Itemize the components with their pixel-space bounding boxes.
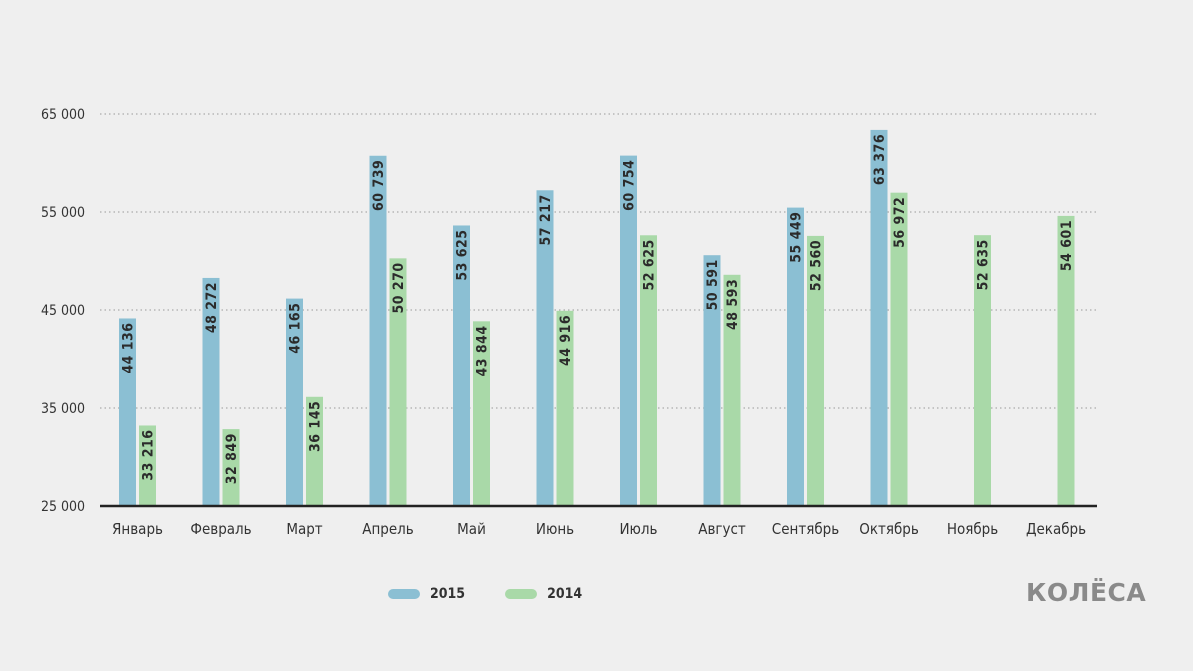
bar-2015 (870, 129, 888, 506)
y-tick-label: 55 000 (41, 205, 85, 221)
data-label-2014: 50 270 (391, 262, 407, 313)
data-label-2015: 53 625 (455, 229, 471, 280)
bar-2014 (890, 192, 908, 507)
x-tick-label: Сентябрь (772, 520, 839, 538)
x-tick-label: Ноябрь (947, 520, 998, 538)
bar-2015 (787, 207, 804, 506)
data-label-2015: 63 376 (872, 134, 888, 185)
data-label-2015: 46 165 (288, 303, 304, 354)
bar-2015 (703, 255, 721, 506)
bar-2015 (286, 298, 303, 506)
x-tick-label: Август (698, 520, 746, 538)
data-label-2014: 56 972 (892, 197, 908, 248)
data-label-2014: 43 844 (475, 325, 491, 376)
legend-swatch-2015 (388, 589, 420, 599)
x-axis-labels: Январь Февраль Март Апрель Май Июнь Июль Август… (112, 520, 1086, 538)
bar-2014 (974, 235, 991, 506)
bar-2014 (1057, 215, 1075, 506)
x-tick-label: Октябрь (859, 520, 919, 538)
data-label-2015: 48 272 (204, 282, 220, 333)
y-axis-ticks: 25 000 35 000 45 000 55 000 65 000 (41, 107, 85, 515)
bar-2015 (202, 277, 220, 506)
data-label-2014: 52 625 (642, 239, 658, 290)
bar-2014 (640, 235, 657, 506)
bar-2014 (723, 274, 741, 506)
x-tick-label: Декабрь (1026, 520, 1086, 538)
legend-item-2014: 2014 (505, 586, 582, 602)
bar-2015 (369, 155, 387, 506)
bar-2015 (119, 318, 136, 506)
bar-2014 (222, 429, 240, 506)
legend-swatch-2014 (505, 589, 538, 599)
data-label-2014: 48 593 (725, 279, 741, 330)
legend-item-2015: 2015 (388, 586, 465, 602)
data-label-2014: 32 849 (224, 433, 240, 484)
data-label-2015: 55 449 (789, 212, 805, 263)
x-tick-label: Апрель (362, 520, 414, 538)
x-tick-label: Февраль (190, 520, 251, 538)
data-label-2014: 52 635 (976, 239, 992, 290)
data-label-2015: 60 739 (371, 160, 387, 211)
y-tick-label: 45 000 (41, 303, 85, 319)
legend-label-2014: 2014 (547, 586, 583, 602)
kolesa-logo: КОЛЁСА (1026, 578, 1147, 607)
bar-2015 (453, 225, 470, 506)
gridlines (100, 113, 1097, 409)
data-label-2015: 57 217 (538, 194, 554, 245)
x-tick-label: Март (286, 520, 322, 538)
data-label-2015: 44 136 (121, 322, 137, 373)
data-label-2014: 33 216 (141, 429, 157, 480)
data-label-2015: 60 754 (622, 160, 638, 211)
bar-2014 (556, 310, 574, 506)
x-tick-label: Май (457, 520, 486, 538)
y-tick-label: 35 000 (41, 401, 85, 417)
legend-label-2015: 2015 (430, 586, 466, 602)
bars: 44 136 33 216 48 272 32 849 46 165 36 145 60 7… (119, 129, 1075, 507)
bar-2014 (807, 235, 824, 507)
x-tick-label: Июль (619, 520, 657, 538)
x-tick-label: Январь (112, 520, 163, 538)
legend: 2015 2014 (388, 586, 582, 602)
bar-2014 (139, 425, 156, 506)
data-label-2014: 54 601 (1059, 220, 1075, 271)
data-label-2014: 52 560 (809, 240, 825, 291)
data-label-2015: 50 591 (705, 259, 721, 310)
bar-2014 (306, 396, 323, 506)
bar-2014 (473, 321, 490, 506)
x-tick-label: Июнь (536, 520, 574, 538)
bar-2014 (389, 258, 407, 506)
y-tick-label: 25 000 (41, 499, 85, 515)
y-tick-label: 65 000 (41, 107, 85, 123)
data-label-2014: 44 916 (558, 315, 574, 366)
data-label-2014: 36 145 (308, 401, 324, 452)
bar-2015 (620, 155, 637, 507)
bar-2015 (536, 190, 554, 506)
